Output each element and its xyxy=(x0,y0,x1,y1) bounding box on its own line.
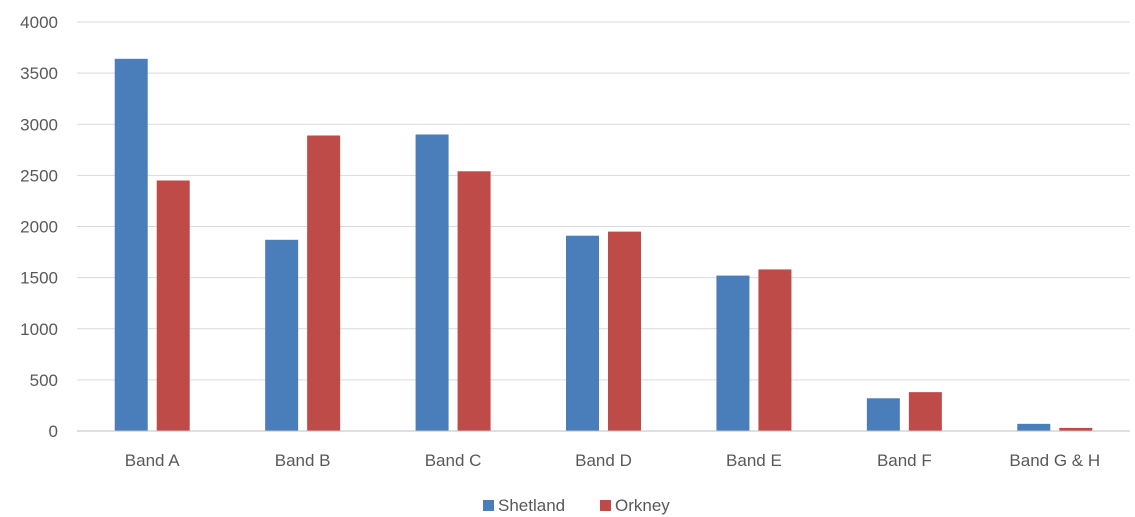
legend-label: Orkney xyxy=(615,496,670,515)
bar-orkney-6 xyxy=(908,392,942,431)
y-tick-label: 1500 xyxy=(20,269,58,288)
y-tick-label: 1000 xyxy=(20,320,58,339)
bar-orkney-4 xyxy=(608,231,641,431)
y-tick-label: 500 xyxy=(30,371,58,390)
bar-shetland-6 xyxy=(866,398,900,431)
x-category-label: Band C xyxy=(425,451,482,470)
y-tick-label: 4000 xyxy=(20,13,58,32)
legend[interactable]: Shetland Orkney xyxy=(483,496,670,515)
bar-orkney-2 xyxy=(307,135,341,431)
x-category-label: Band E xyxy=(726,451,782,470)
gridlines xyxy=(77,21,1130,381)
bar-orkney-5 xyxy=(758,269,792,431)
bar-orkney-7 xyxy=(1059,427,1093,431)
y-tick-label: 2500 xyxy=(20,166,58,185)
y-tick-label: 3500 xyxy=(20,64,58,83)
y-tick-label: 0 xyxy=(49,422,58,441)
x-axis-categories: Band A Band B Band C Band D Band E Band F Band… xyxy=(125,451,1100,470)
y-tick-label: 3000 xyxy=(20,115,58,134)
bar-shetland-2 xyxy=(265,239,299,431)
legend-item-orkney[interactable]: Orkney xyxy=(600,496,670,515)
bar-shetland-7 xyxy=(1017,423,1051,431)
x-category-label: Band F xyxy=(877,451,932,470)
y-tick-label: 2000 xyxy=(20,218,58,237)
bar-shetland-1 xyxy=(114,58,148,432)
x-category-label: Band B xyxy=(275,451,331,470)
x-category-label: Band G & H xyxy=(1009,451,1100,470)
legend-swatch xyxy=(600,500,611,511)
y-axis-ticks: 0 500 1000 1500 2000 2500 3000 3500 4000 xyxy=(20,13,58,441)
bar-shetland-4 xyxy=(566,235,599,431)
bars xyxy=(114,58,1093,432)
legend-swatch xyxy=(483,500,494,511)
x-category-label: Band A xyxy=(125,451,180,470)
bar-shetland-3 xyxy=(415,134,449,431)
bar-shetland-5 xyxy=(716,275,750,431)
bar-orkney-1 xyxy=(156,180,190,431)
legend-item-shetland[interactable]: Shetland xyxy=(483,496,565,515)
x-category-label: Band D xyxy=(575,451,632,470)
bar-orkney-3 xyxy=(457,171,491,431)
legend-label: Shetland xyxy=(498,496,565,515)
